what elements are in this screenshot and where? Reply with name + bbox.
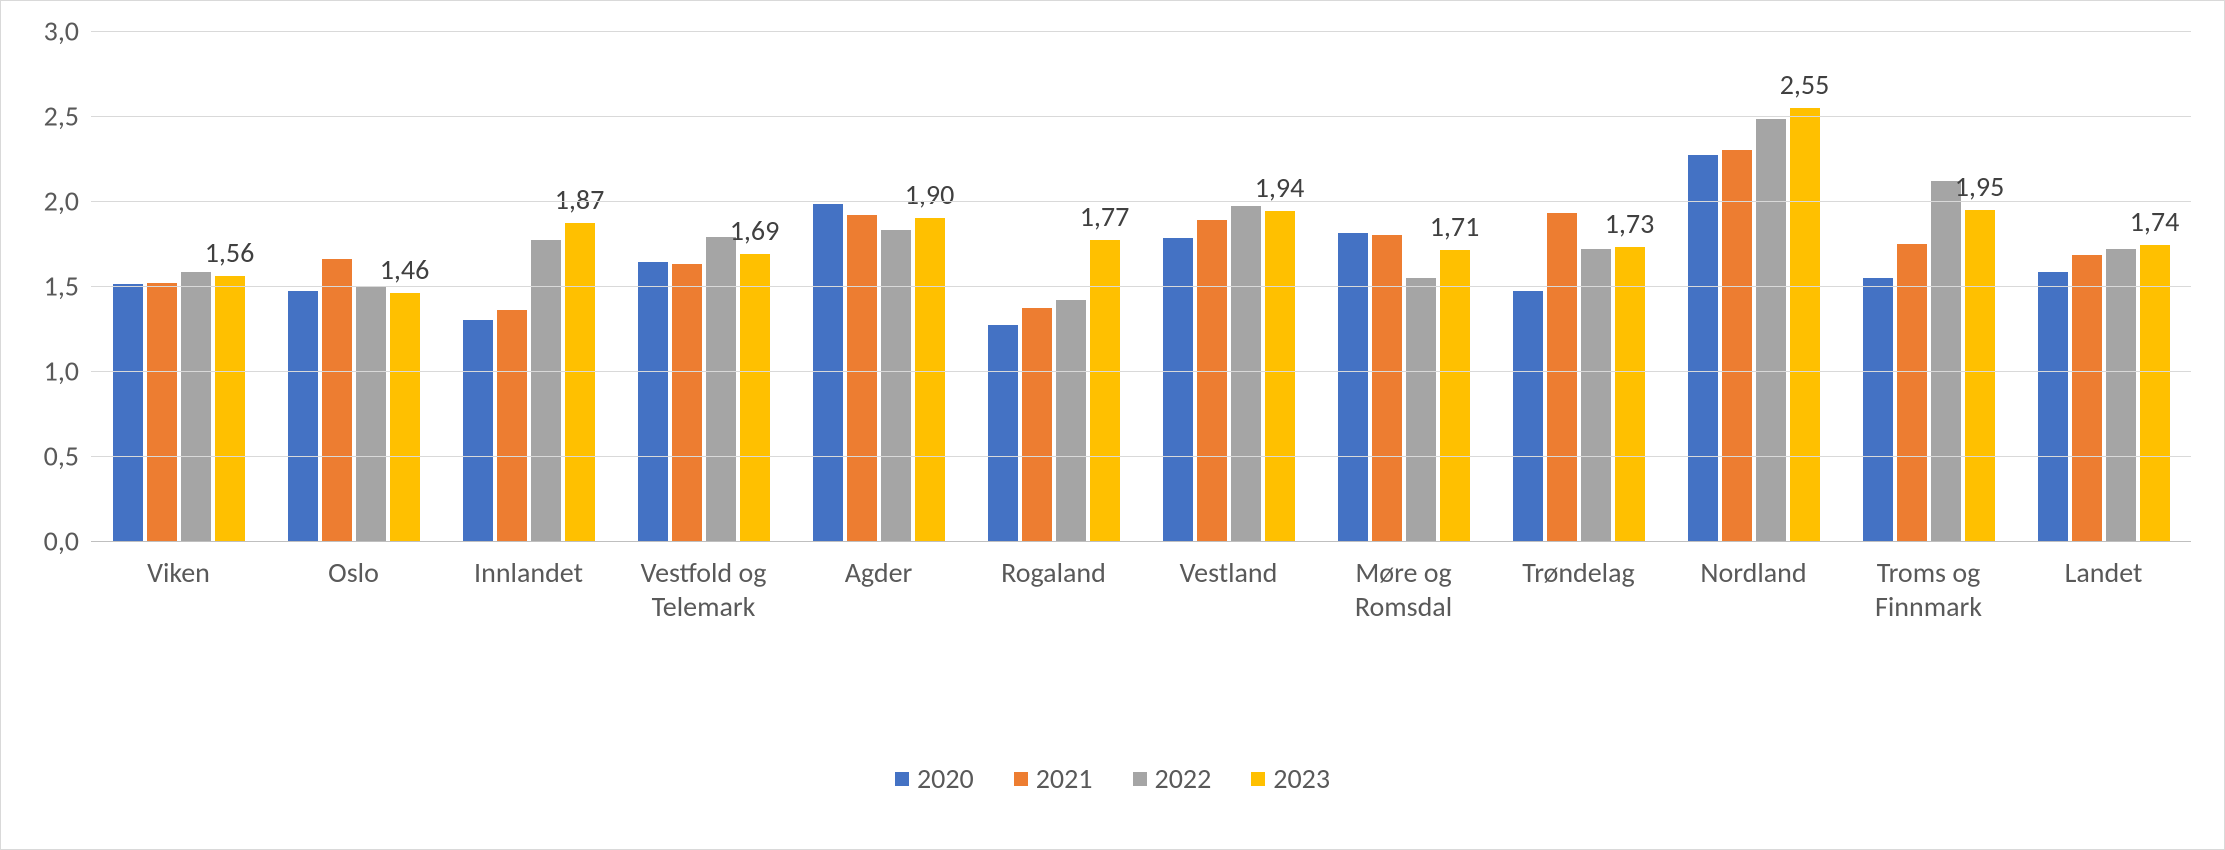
- gridline: [91, 31, 2191, 32]
- x-category-label: Trøndelag: [1491, 556, 1666, 590]
- legend-item: 2022: [1133, 761, 1212, 796]
- value-label: 1,46: [380, 252, 430, 287]
- bar: [147, 283, 177, 541]
- bar: [497, 310, 527, 541]
- value-label: 2,55: [1780, 67, 1830, 102]
- value-label: 1,94: [1255, 170, 1305, 205]
- x-axis-line: [91, 541, 2191, 542]
- bar: [1513, 291, 1543, 541]
- bar: [288, 291, 318, 541]
- x-category-label: Troms og Finnmark: [1841, 556, 2016, 623]
- bar: [2140, 245, 2170, 541]
- y-tick-label: 1,0: [44, 354, 91, 389]
- bar: [1722, 150, 1752, 541]
- bar: [915, 218, 945, 541]
- bar: [847, 215, 877, 541]
- bar: [881, 230, 911, 541]
- bar: [1231, 206, 1261, 541]
- legend-swatch: [1014, 772, 1028, 786]
- bar: [1615, 247, 1645, 541]
- legend-item: 2020: [895, 761, 974, 796]
- gridline: [91, 456, 2191, 457]
- y-tick-label: 3,0: [44, 14, 91, 49]
- legend-swatch: [1133, 772, 1147, 786]
- bar: [1547, 213, 1577, 541]
- bar: [2038, 272, 2068, 541]
- legend-item: 2023: [1251, 761, 1330, 796]
- x-category-label: Vestfold og Telemark: [616, 556, 791, 623]
- bar: [390, 293, 420, 541]
- x-category-label: Viken: [91, 556, 266, 590]
- y-tick-label: 1,5: [44, 269, 91, 304]
- x-category-label: Agder: [791, 556, 966, 590]
- x-category-label: Rogaland: [966, 556, 1141, 590]
- bar: [706, 237, 736, 541]
- bar: [988, 325, 1018, 541]
- bar: [638, 262, 668, 541]
- value-label: 1,74: [2130, 204, 2180, 239]
- bar: [2072, 255, 2102, 541]
- bar: [1406, 278, 1436, 542]
- y-tick-label: 2,5: [44, 99, 91, 134]
- bar: [565, 223, 595, 541]
- value-label: 1,90: [905, 177, 955, 212]
- bar: [1863, 278, 1893, 542]
- legend-label: 2020: [917, 761, 974, 796]
- value-label: 1,77: [1080, 199, 1130, 234]
- value-label: 1,73: [1605, 206, 1655, 241]
- bar: [1056, 300, 1086, 541]
- legend-swatch: [895, 772, 909, 786]
- bar: [322, 259, 352, 541]
- bar: [1931, 181, 1961, 541]
- gridline: [91, 371, 2191, 372]
- legend-swatch: [1251, 772, 1265, 786]
- bar: [1581, 249, 1611, 541]
- bar: [215, 276, 245, 541]
- y-tick-label: 0,5: [44, 439, 91, 474]
- legend-item: 2021: [1014, 761, 1093, 796]
- bar: [1440, 250, 1470, 541]
- x-category-label: Vestland: [1141, 556, 1316, 590]
- bar: [1965, 210, 1995, 542]
- bar: [1022, 308, 1052, 541]
- legend-label: 2021: [1036, 761, 1093, 796]
- bar: [181, 272, 211, 541]
- bar: [113, 284, 143, 541]
- legend-label: 2022: [1155, 761, 1212, 796]
- gridline: [91, 201, 2191, 202]
- legend-label: 2023: [1273, 761, 1330, 796]
- bar: [2106, 249, 2136, 541]
- bar: [1688, 155, 1718, 541]
- x-category-label: Nordland: [1666, 556, 1841, 590]
- y-tick-label: 0,0: [44, 524, 91, 559]
- bar: [1897, 244, 1927, 542]
- value-label: 1,69: [730, 213, 780, 248]
- bar: [1163, 238, 1193, 541]
- plot-area: 1,56 1,46 1,87 1,69 1,90 1,77 1,94 1,71 1,73 2,55…: [91, 31, 2191, 541]
- legend: 2020 2021 2022 2023: [1, 761, 2224, 796]
- gridline: [91, 286, 2191, 287]
- value-label: 1,87: [555, 182, 605, 217]
- y-tick-label: 2,0: [44, 184, 91, 219]
- value-label: 1,56: [205, 235, 255, 270]
- bar: [1338, 233, 1368, 541]
- bar: [1265, 211, 1295, 541]
- x-category-label: Møre og Romsdal: [1316, 556, 1491, 623]
- x-category-label: Landet: [2016, 556, 2191, 590]
- bar: [1790, 108, 1820, 542]
- bar: [740, 254, 770, 541]
- bar: [1372, 235, 1402, 541]
- bar: [813, 204, 843, 541]
- bar: [463, 320, 493, 541]
- gridline: [91, 116, 2191, 117]
- chart-container: 1,56 1,46 1,87 1,69 1,90 1,77 1,94 1,71 1,73 2,55…: [0, 0, 2225, 850]
- bar: [356, 286, 386, 541]
- value-label: 1,95: [1955, 169, 2005, 204]
- bar: [1197, 220, 1227, 541]
- x-category-label: Oslo: [266, 556, 441, 590]
- bar: [1756, 119, 1786, 541]
- value-label: 1,71: [1430, 209, 1480, 244]
- bar: [672, 264, 702, 541]
- x-category-label: Innlandet: [441, 556, 616, 590]
